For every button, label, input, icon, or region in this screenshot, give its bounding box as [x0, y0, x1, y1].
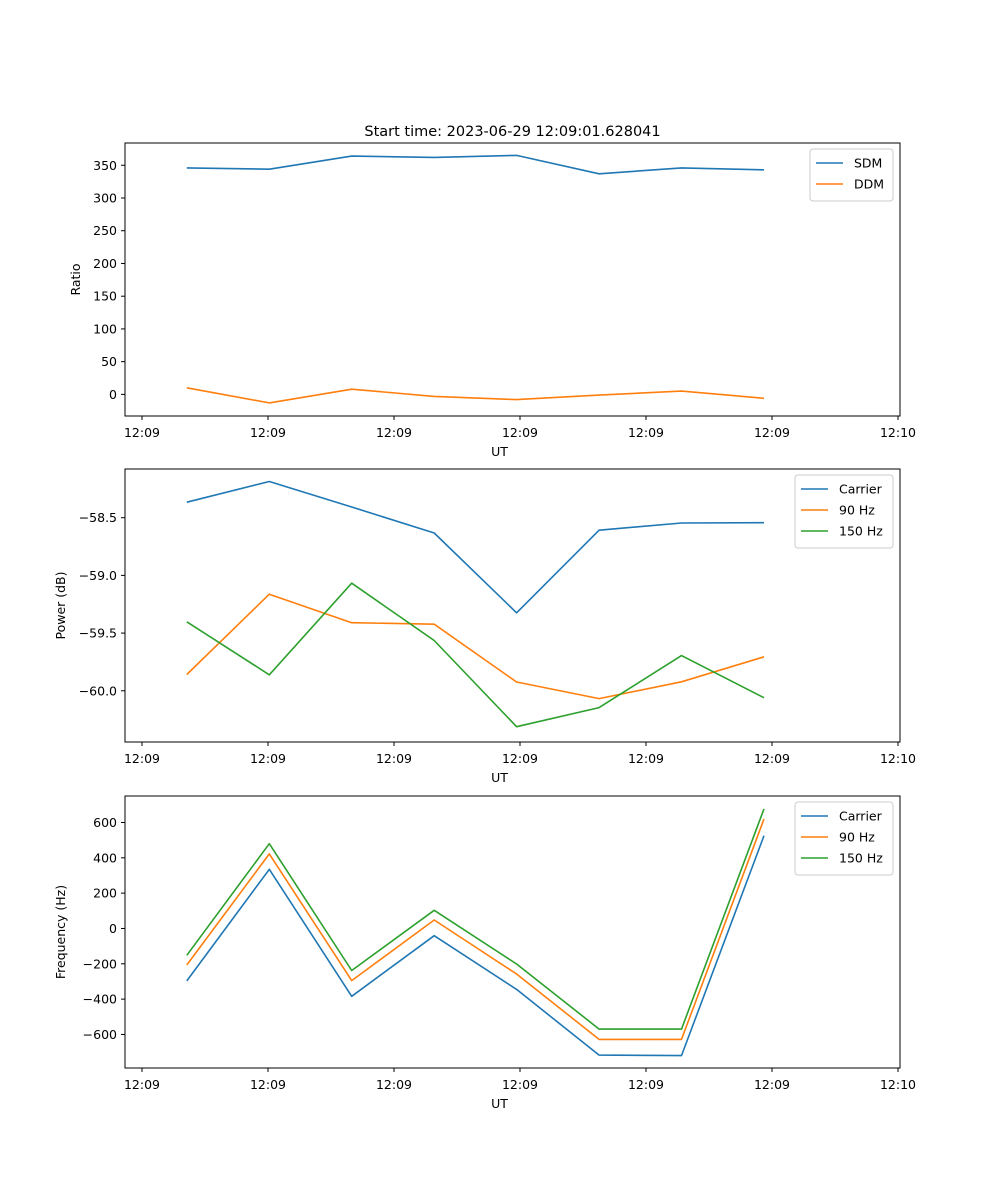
chart-title: Start time: 2023-06-29 12:09:01.628041: [364, 124, 660, 140]
frequency-panel: 12:09 12:09 12:09 12:09 12:09 12:09 12:10 −600 −…: [53, 795, 916, 1111]
y-tick-label: 0: [109, 921, 117, 936]
legend-frame: [794, 801, 894, 876]
x-tick-label: 12:09: [124, 1077, 160, 1092]
series-line-90-hz: [186, 818, 765, 1041]
x-tick-label: 12:09: [628, 751, 664, 766]
x-tick-label: 12:09: [754, 425, 790, 440]
y-tick-label: 0: [109, 387, 117, 402]
y-tick-label: 350: [93, 158, 117, 173]
series-line-ddm: [186, 387, 765, 404]
power-panel: 12:09 12:09 12:09 12:09 12:09 12:09 12:10 −60.0…: [53, 468, 916, 785]
x-tick-label: 12:09: [628, 1077, 664, 1092]
x-tick-label: 12:09: [250, 1077, 286, 1092]
y-tick-label: 300: [93, 190, 117, 205]
x-axis-label: UT: [491, 770, 508, 785]
series-line-150-hz: [186, 808, 765, 1030]
legend-label: DDM: [854, 177, 884, 192]
x-axis-label: UT: [491, 1096, 508, 1111]
legend-label: 90 Hz: [839, 830, 875, 845]
legend-frame: [809, 148, 894, 202]
x-tick-label: 12:09: [502, 1077, 538, 1092]
x-tick-label: 12:09: [124, 425, 160, 440]
legend-label: Carrier: [839, 482, 883, 497]
y-tick-label: −59.5: [79, 626, 117, 641]
axes-frame: [124, 468, 901, 743]
x-tick-label: 12:09: [754, 1077, 790, 1092]
x-axis-label: UT: [491, 444, 508, 459]
y-axis-label: Ratio: [68, 263, 83, 295]
y-tick-label: 400: [93, 850, 117, 865]
x-tick-label: 12:09: [124, 751, 160, 766]
x-tick-label: 12:09: [376, 751, 412, 766]
y-tick-label: 50: [101, 354, 117, 369]
y-axis-label: Power (dB): [53, 571, 68, 639]
legend-label: Carrier: [839, 809, 883, 824]
y-tick-label: 600: [93, 815, 117, 830]
legend-label: 90 Hz: [839, 503, 875, 518]
y-tick-label: −59.0: [79, 568, 117, 583]
x-tick-label: 12:10: [880, 1077, 916, 1092]
y-tick-label: 150: [93, 289, 117, 304]
legend-label: SDM: [854, 156, 882, 171]
y-tick-label: −60.0: [79, 683, 117, 698]
x-tick-label: 12:09: [502, 751, 538, 766]
axes-frame: [124, 142, 901, 417]
y-tick-label: −58.5: [79, 510, 117, 525]
series-line-150-hz: [186, 582, 765, 728]
legend-label: 150 Hz: [839, 524, 883, 539]
series-line-carrier: [186, 480, 765, 614]
y-tick-label: −400: [83, 992, 117, 1007]
y-tick-label: −200: [83, 956, 117, 971]
y-tick-label: 200: [93, 256, 117, 271]
y-tick-label: 200: [93, 886, 117, 901]
x-tick-label: 12:09: [250, 751, 286, 766]
x-tick-label: 12:09: [754, 751, 790, 766]
y-axis-label: Frequency (Hz): [53, 885, 68, 979]
y-tick-label: −600: [83, 1027, 117, 1042]
legend-label: 150 Hz: [839, 851, 883, 866]
axes-frame: [124, 795, 901, 1069]
series-line-carrier: [186, 835, 765, 1057]
x-tick-label: 12:09: [250, 425, 286, 440]
series-line-sdm: [186, 154, 765, 175]
series-line-90-hz: [186, 593, 765, 700]
x-tick-label: 12:09: [502, 425, 538, 440]
legend: Carrier 90 Hz 150 Hz: [794, 801, 894, 876]
ratio-panel: Start time: 2023-06-29 12:09:01.628041 12…: [68, 124, 916, 459]
y-tick-label: 100: [93, 321, 117, 336]
x-tick-label: 12:10: [880, 751, 916, 766]
x-tick-label: 12:09: [628, 425, 664, 440]
legend: SDM DDM: [809, 148, 894, 202]
x-tick-label: 12:10: [880, 425, 916, 440]
x-tick-label: 12:09: [376, 1077, 412, 1092]
legend-frame: [794, 474, 894, 549]
legend: Carrier 90 Hz 150 Hz: [794, 474, 894, 549]
x-tick-label: 12:09: [376, 425, 412, 440]
y-tick-label: 250: [93, 223, 117, 238]
